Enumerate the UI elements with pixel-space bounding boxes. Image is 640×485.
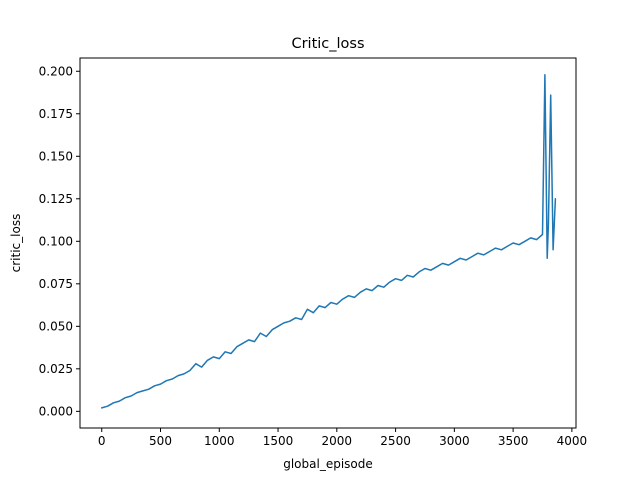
- x-tick-label: 1500: [263, 434, 294, 448]
- y-tick-label: 0.075: [39, 277, 73, 291]
- y-tick-label: 0.025: [39, 362, 73, 376]
- tick-layer: 0 500 1000 1500 2000 2500 3000 3500 4000 0.000 0.0…: [39, 64, 588, 448]
- axes-frame: [79, 57, 577, 429]
- y-tick-label: 0.200: [39, 64, 73, 78]
- y-tick-label: 0.050: [39, 319, 73, 333]
- x-tick-label: 500: [149, 434, 172, 448]
- x-tick-label: 2000: [322, 434, 353, 448]
- chart-title: Critic_loss: [291, 36, 364, 52]
- y-tick-label: 0.150: [39, 149, 73, 163]
- plot-layer: [100, 73, 557, 409]
- x-tick-label: 2500: [380, 434, 411, 448]
- series-line: [100, 73, 557, 409]
- x-tick-label: 1000: [204, 434, 235, 448]
- y-axis-label: critic_loss: [9, 214, 23, 273]
- x-tick-label: 3000: [439, 434, 470, 448]
- y-tick-label: 0.175: [39, 107, 73, 121]
- x-tick-label: 3500: [498, 434, 529, 448]
- y-tick-label: 0.125: [39, 192, 73, 206]
- x-axis-label: global_episode: [283, 457, 373, 471]
- x-tick-label: 0: [98, 434, 106, 448]
- y-tick-label: 0.100: [39, 234, 73, 248]
- y-tick-label: 0.000: [39, 404, 73, 418]
- x-tick-label: 4000: [557, 434, 588, 448]
